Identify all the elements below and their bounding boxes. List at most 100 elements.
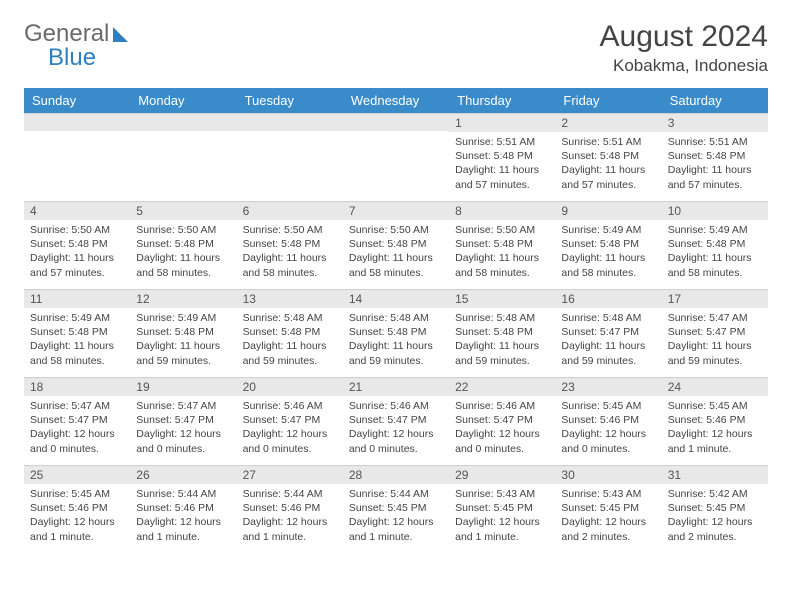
calendar-day-cell bbox=[24, 113, 130, 201]
day-details: Sunrise: 5:51 AMSunset: 5:48 PMDaylight:… bbox=[449, 132, 555, 198]
calendar-day-cell: 27Sunrise: 5:44 AMSunset: 5:46 PMDayligh… bbox=[237, 465, 343, 553]
day-number-bar: 25 bbox=[24, 465, 130, 484]
sunset-line: Sunset: 5:46 PM bbox=[561, 413, 655, 427]
weekday-header: Friday bbox=[555, 88, 661, 113]
calendar-day-cell: 26Sunrise: 5:44 AMSunset: 5:46 PMDayligh… bbox=[130, 465, 236, 553]
weekday-header: Wednesday bbox=[343, 88, 449, 113]
day-details: Sunrise: 5:47 AMSunset: 5:47 PMDaylight:… bbox=[24, 396, 130, 462]
daylight-line: Daylight: 11 hours and 59 minutes. bbox=[668, 339, 762, 367]
day-details: Sunrise: 5:47 AMSunset: 5:47 PMDaylight:… bbox=[662, 308, 768, 374]
daylight-line: Daylight: 12 hours and 0 minutes. bbox=[243, 427, 337, 455]
day-number-bar: 22 bbox=[449, 377, 555, 396]
calendar-day-cell: 8Sunrise: 5:50 AMSunset: 5:48 PMDaylight… bbox=[449, 201, 555, 289]
day-details: Sunrise: 5:50 AMSunset: 5:48 PMDaylight:… bbox=[343, 220, 449, 286]
day-number-bar: 1 bbox=[449, 113, 555, 132]
calendar-day-cell: 1Sunrise: 5:51 AMSunset: 5:48 PMDaylight… bbox=[449, 113, 555, 201]
sunrise-line: Sunrise: 5:50 AM bbox=[136, 223, 230, 237]
day-details: Sunrise: 5:44 AMSunset: 5:46 PMDaylight:… bbox=[237, 484, 343, 550]
sunset-line: Sunset: 5:48 PM bbox=[455, 325, 549, 339]
calendar-day-cell bbox=[237, 113, 343, 201]
weekday-header: Tuesday bbox=[237, 88, 343, 113]
daylight-line: Daylight: 12 hours and 0 minutes. bbox=[349, 427, 443, 455]
title-block: August 2024 Kobakma, Indonesia bbox=[600, 20, 768, 76]
sunset-line: Sunset: 5:46 PM bbox=[668, 413, 762, 427]
daylight-line: Daylight: 11 hours and 59 minutes. bbox=[561, 339, 655, 367]
sunset-line: Sunset: 5:48 PM bbox=[561, 149, 655, 163]
daylight-line: Daylight: 12 hours and 0 minutes. bbox=[561, 427, 655, 455]
month-title: August 2024 bbox=[600, 20, 768, 54]
day-details: Sunrise: 5:44 AMSunset: 5:45 PMDaylight:… bbox=[343, 484, 449, 550]
day-details: Sunrise: 5:49 AMSunset: 5:48 PMDaylight:… bbox=[130, 308, 236, 374]
calendar-day-cell: 12Sunrise: 5:49 AMSunset: 5:48 PMDayligh… bbox=[130, 289, 236, 377]
sunset-line: Sunset: 5:48 PM bbox=[243, 237, 337, 251]
day-details: Sunrise: 5:48 AMSunset: 5:47 PMDaylight:… bbox=[555, 308, 661, 374]
calendar-day-cell: 21Sunrise: 5:46 AMSunset: 5:47 PMDayligh… bbox=[343, 377, 449, 465]
calendar-day-cell bbox=[343, 113, 449, 201]
sunset-line: Sunset: 5:48 PM bbox=[561, 237, 655, 251]
calendar-day-cell: 6Sunrise: 5:50 AMSunset: 5:48 PMDaylight… bbox=[237, 201, 343, 289]
calendar-day-cell bbox=[130, 113, 236, 201]
day-number-bar: 15 bbox=[449, 289, 555, 308]
day-details: Sunrise: 5:48 AMSunset: 5:48 PMDaylight:… bbox=[343, 308, 449, 374]
calendar-day-cell: 17Sunrise: 5:47 AMSunset: 5:47 PMDayligh… bbox=[662, 289, 768, 377]
calendar-day-cell: 5Sunrise: 5:50 AMSunset: 5:48 PMDaylight… bbox=[130, 201, 236, 289]
day-number-bar: 23 bbox=[555, 377, 661, 396]
day-details: Sunrise: 5:43 AMSunset: 5:45 PMDaylight:… bbox=[555, 484, 661, 550]
day-details: Sunrise: 5:49 AMSunset: 5:48 PMDaylight:… bbox=[555, 220, 661, 286]
day-details: Sunrise: 5:43 AMSunset: 5:45 PMDaylight:… bbox=[449, 484, 555, 550]
daylight-line: Daylight: 11 hours and 58 minutes. bbox=[136, 251, 230, 279]
weekday-header: Thursday bbox=[449, 88, 555, 113]
day-number-bar: 17 bbox=[662, 289, 768, 308]
day-number-bar: 3 bbox=[662, 113, 768, 132]
day-number-bar: 27 bbox=[237, 465, 343, 484]
daylight-line: Daylight: 11 hours and 58 minutes. bbox=[243, 251, 337, 279]
calendar-day-cell: 7Sunrise: 5:50 AMSunset: 5:48 PMDaylight… bbox=[343, 201, 449, 289]
day-number-bar: 7 bbox=[343, 201, 449, 220]
calendar-day-cell: 19Sunrise: 5:47 AMSunset: 5:47 PMDayligh… bbox=[130, 377, 236, 465]
sunrise-line: Sunrise: 5:48 AM bbox=[243, 311, 337, 325]
day-number-bar bbox=[24, 113, 130, 131]
sunrise-line: Sunrise: 5:48 AM bbox=[455, 311, 549, 325]
day-details: Sunrise: 5:46 AMSunset: 5:47 PMDaylight:… bbox=[237, 396, 343, 462]
calendar-day-cell: 23Sunrise: 5:45 AMSunset: 5:46 PMDayligh… bbox=[555, 377, 661, 465]
calendar-day-cell: 20Sunrise: 5:46 AMSunset: 5:47 PMDayligh… bbox=[237, 377, 343, 465]
sunset-line: Sunset: 5:48 PM bbox=[136, 325, 230, 339]
day-number-bar: 12 bbox=[130, 289, 236, 308]
day-details: Sunrise: 5:51 AMSunset: 5:48 PMDaylight:… bbox=[662, 132, 768, 198]
daylight-line: Daylight: 12 hours and 1 minute. bbox=[668, 427, 762, 455]
day-details: Sunrise: 5:50 AMSunset: 5:48 PMDaylight:… bbox=[24, 220, 130, 286]
day-details: Sunrise: 5:44 AMSunset: 5:46 PMDaylight:… bbox=[130, 484, 236, 550]
day-number-bar: 19 bbox=[130, 377, 236, 396]
sunset-line: Sunset: 5:45 PM bbox=[561, 501, 655, 515]
sunrise-line: Sunrise: 5:45 AM bbox=[561, 399, 655, 413]
sunrise-line: Sunrise: 5:44 AM bbox=[136, 487, 230, 501]
sunrise-line: Sunrise: 5:42 AM bbox=[668, 487, 762, 501]
daylight-line: Daylight: 12 hours and 0 minutes. bbox=[455, 427, 549, 455]
daylight-line: Daylight: 12 hours and 1 minute. bbox=[349, 515, 443, 543]
day-number-bar: 31 bbox=[662, 465, 768, 484]
day-number-bar: 6 bbox=[237, 201, 343, 220]
calendar-day-cell: 31Sunrise: 5:42 AMSunset: 5:45 PMDayligh… bbox=[662, 465, 768, 553]
daylight-line: Daylight: 12 hours and 1 minute. bbox=[243, 515, 337, 543]
logo-text-blue: Blue bbox=[48, 44, 96, 72]
daylight-line: Daylight: 11 hours and 58 minutes. bbox=[561, 251, 655, 279]
day-details: Sunrise: 5:48 AMSunset: 5:48 PMDaylight:… bbox=[449, 308, 555, 374]
daylight-line: Daylight: 11 hours and 58 minutes. bbox=[668, 251, 762, 279]
sunset-line: Sunset: 5:45 PM bbox=[668, 501, 762, 515]
sunset-line: Sunset: 5:47 PM bbox=[668, 325, 762, 339]
sunrise-line: Sunrise: 5:51 AM bbox=[668, 135, 762, 149]
calendar-day-cell: 2Sunrise: 5:51 AMSunset: 5:48 PMDaylight… bbox=[555, 113, 661, 201]
day-number-bar: 8 bbox=[449, 201, 555, 220]
logo-triangle-icon bbox=[113, 27, 128, 42]
sunrise-line: Sunrise: 5:47 AM bbox=[30, 399, 124, 413]
sunrise-line: Sunrise: 5:43 AM bbox=[455, 487, 549, 501]
day-number-bar bbox=[237, 113, 343, 131]
sunrise-line: Sunrise: 5:44 AM bbox=[243, 487, 337, 501]
daylight-line: Daylight: 12 hours and 1 minute. bbox=[136, 515, 230, 543]
sunset-line: Sunset: 5:48 PM bbox=[349, 237, 443, 251]
sunrise-line: Sunrise: 5:47 AM bbox=[136, 399, 230, 413]
calendar-week-row: 4Sunrise: 5:50 AMSunset: 5:48 PMDaylight… bbox=[24, 201, 768, 289]
day-details: Sunrise: 5:45 AMSunset: 5:46 PMDaylight:… bbox=[555, 396, 661, 462]
daylight-line: Daylight: 12 hours and 0 minutes. bbox=[30, 427, 124, 455]
calendar-day-cell: 16Sunrise: 5:48 AMSunset: 5:47 PMDayligh… bbox=[555, 289, 661, 377]
